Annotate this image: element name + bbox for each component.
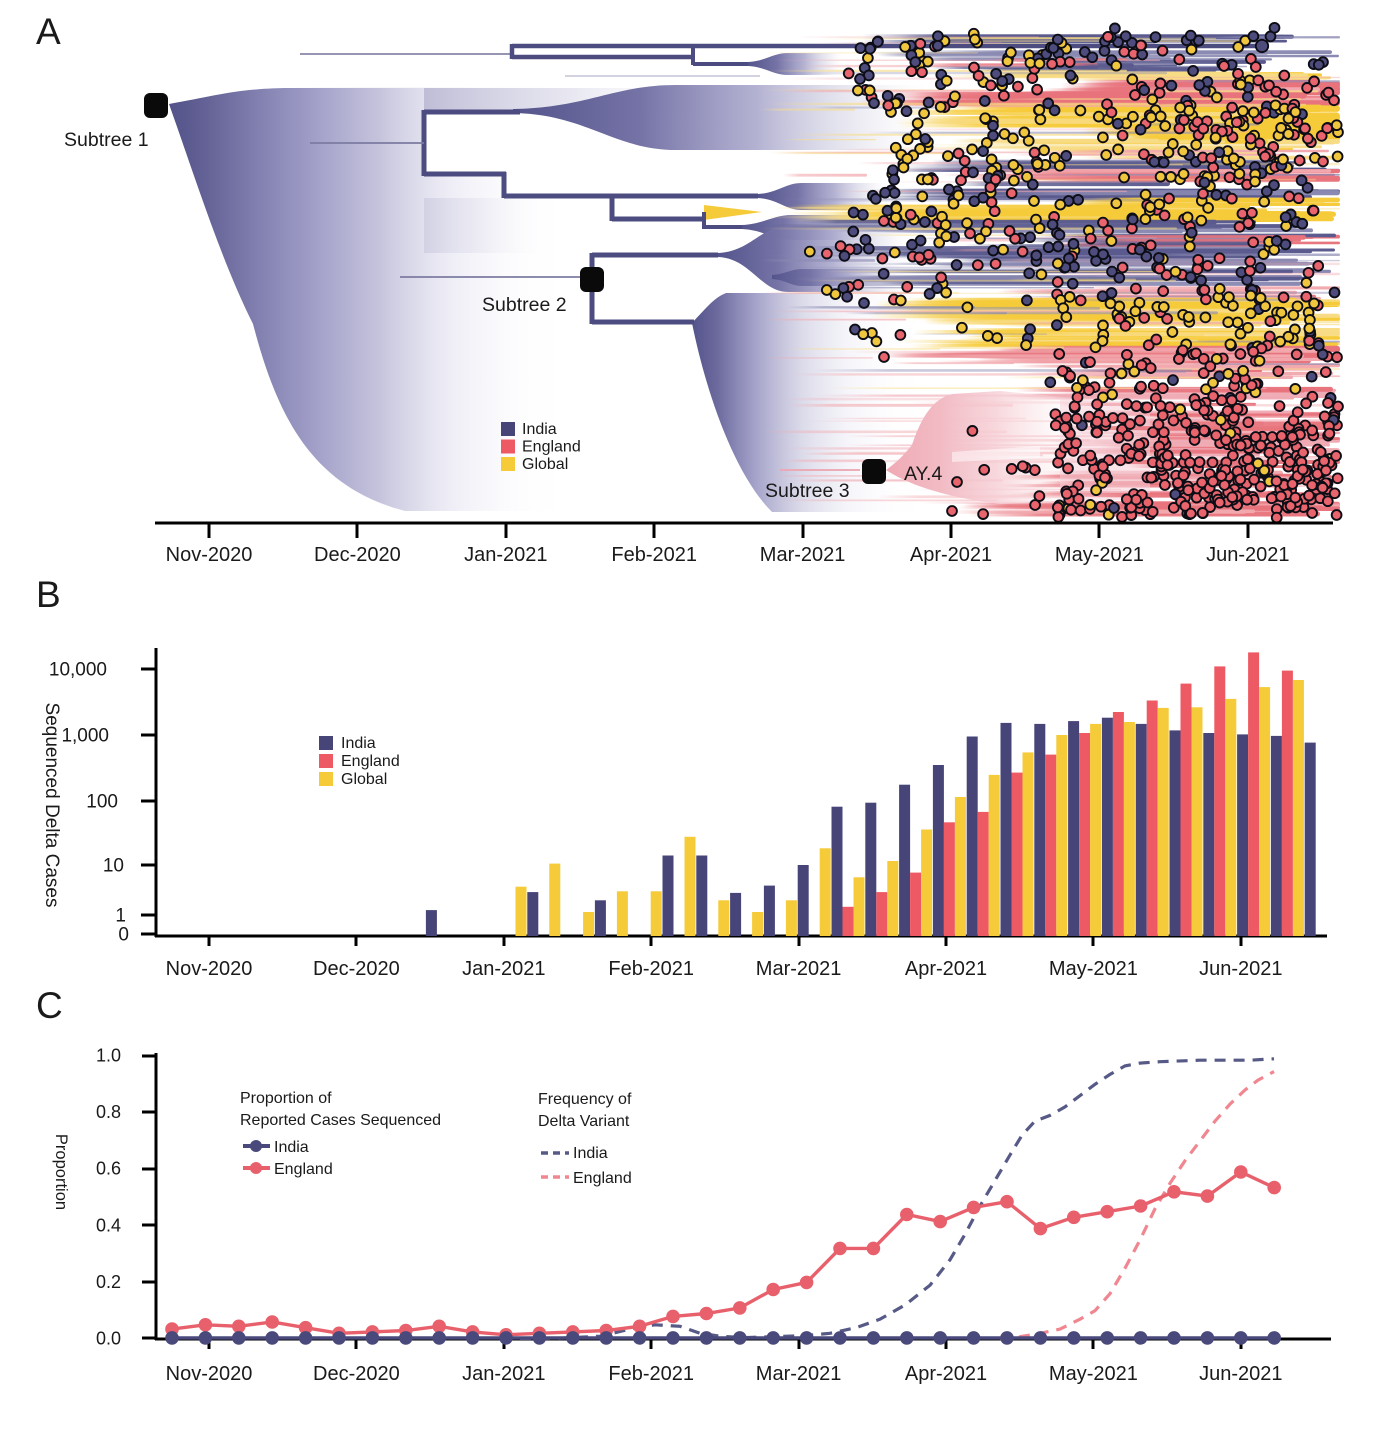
svg-text:Proportion: Proportion	[52, 1134, 70, 1210]
svg-text:England: England	[573, 1170, 632, 1187]
svg-text:Jan-2021: Jan-2021	[462, 958, 545, 980]
svg-text:Nov-2020: Nov-2020	[166, 958, 253, 980]
svg-text:Apr-2021: Apr-2021	[905, 958, 987, 980]
svg-text:Mar-2021: Mar-2021	[760, 544, 846, 566]
svg-text:Global: Global	[522, 456, 568, 473]
svg-text:India: India	[274, 1139, 309, 1156]
svg-text:0.8: 0.8	[96, 1102, 121, 1122]
svg-text:Dec-2020: Dec-2020	[313, 958, 400, 980]
svg-text:Delta Variant: Delta Variant	[538, 1113, 630, 1130]
svg-text:May-2021: May-2021	[1049, 1363, 1138, 1385]
svg-text:0.4: 0.4	[96, 1215, 121, 1235]
svg-text:India: India	[522, 421, 557, 438]
svg-text:AY.4: AY.4	[904, 463, 942, 485]
svg-text:0.2: 0.2	[96, 1272, 121, 1292]
svg-text:1.0: 1.0	[96, 1046, 121, 1066]
svg-text:Subtree 1: Subtree 1	[64, 129, 149, 151]
svg-text:England: England	[341, 753, 400, 770]
svg-text:Nov-2020: Nov-2020	[166, 1363, 253, 1385]
svg-text:Dec-2020: Dec-2020	[314, 544, 401, 566]
svg-text:Feb-2021: Feb-2021	[611, 544, 697, 566]
svg-text:Feb-2021: Feb-2021	[608, 1363, 694, 1385]
svg-text:Apr-2021: Apr-2021	[905, 1363, 987, 1385]
svg-text:England: England	[522, 439, 581, 456]
svg-text:Mar-2021: Mar-2021	[756, 958, 842, 980]
svg-text:1,000: 1,000	[61, 726, 109, 747]
svg-text:Reported Cases Sequenced: Reported Cases Sequenced	[240, 1112, 441, 1129]
svg-text:Sequenced Delta Cases: Sequenced Delta Cases	[41, 703, 62, 908]
svg-text:Subtree 3: Subtree 3	[765, 480, 850, 502]
svg-text:Nov-2020: Nov-2020	[166, 544, 253, 566]
svg-text:Jun-2021: Jun-2021	[1199, 1363, 1282, 1385]
svg-text:Apr-2021: Apr-2021	[910, 544, 992, 566]
svg-text:Mar-2021: Mar-2021	[756, 1363, 842, 1385]
svg-text:B: B	[36, 574, 61, 615]
svg-text:England: England	[274, 1161, 333, 1178]
svg-text:Jan-2021: Jan-2021	[464, 544, 547, 566]
svg-text:100: 100	[86, 792, 118, 813]
svg-text:Jun-2021: Jun-2021	[1206, 544, 1289, 566]
svg-text:India: India	[341, 735, 376, 752]
svg-text:Proportion of: Proportion of	[240, 1090, 332, 1107]
svg-text:0.0: 0.0	[96, 1329, 121, 1349]
svg-text:0: 0	[118, 925, 129, 946]
svg-text:Global: Global	[341, 771, 387, 788]
svg-text:India: India	[573, 1145, 608, 1162]
svg-text:Dec-2020: Dec-2020	[313, 1363, 400, 1385]
svg-text:Subtree 2: Subtree 2	[482, 294, 567, 316]
svg-text:10,000: 10,000	[49, 660, 107, 681]
svg-text:Jan-2021: Jan-2021	[462, 1363, 545, 1385]
svg-text:C: C	[36, 985, 63, 1026]
svg-text:10: 10	[103, 856, 124, 877]
svg-text:Frequency of: Frequency of	[538, 1091, 632, 1108]
svg-text:May-2021: May-2021	[1049, 958, 1138, 980]
svg-text:May-2021: May-2021	[1055, 544, 1144, 566]
svg-text:0.6: 0.6	[96, 1159, 121, 1179]
svg-text:A: A	[36, 11, 61, 52]
svg-text:1: 1	[115, 906, 126, 927]
svg-text:Feb-2021: Feb-2021	[608, 958, 694, 980]
svg-text:Jun-2021: Jun-2021	[1199, 958, 1282, 980]
